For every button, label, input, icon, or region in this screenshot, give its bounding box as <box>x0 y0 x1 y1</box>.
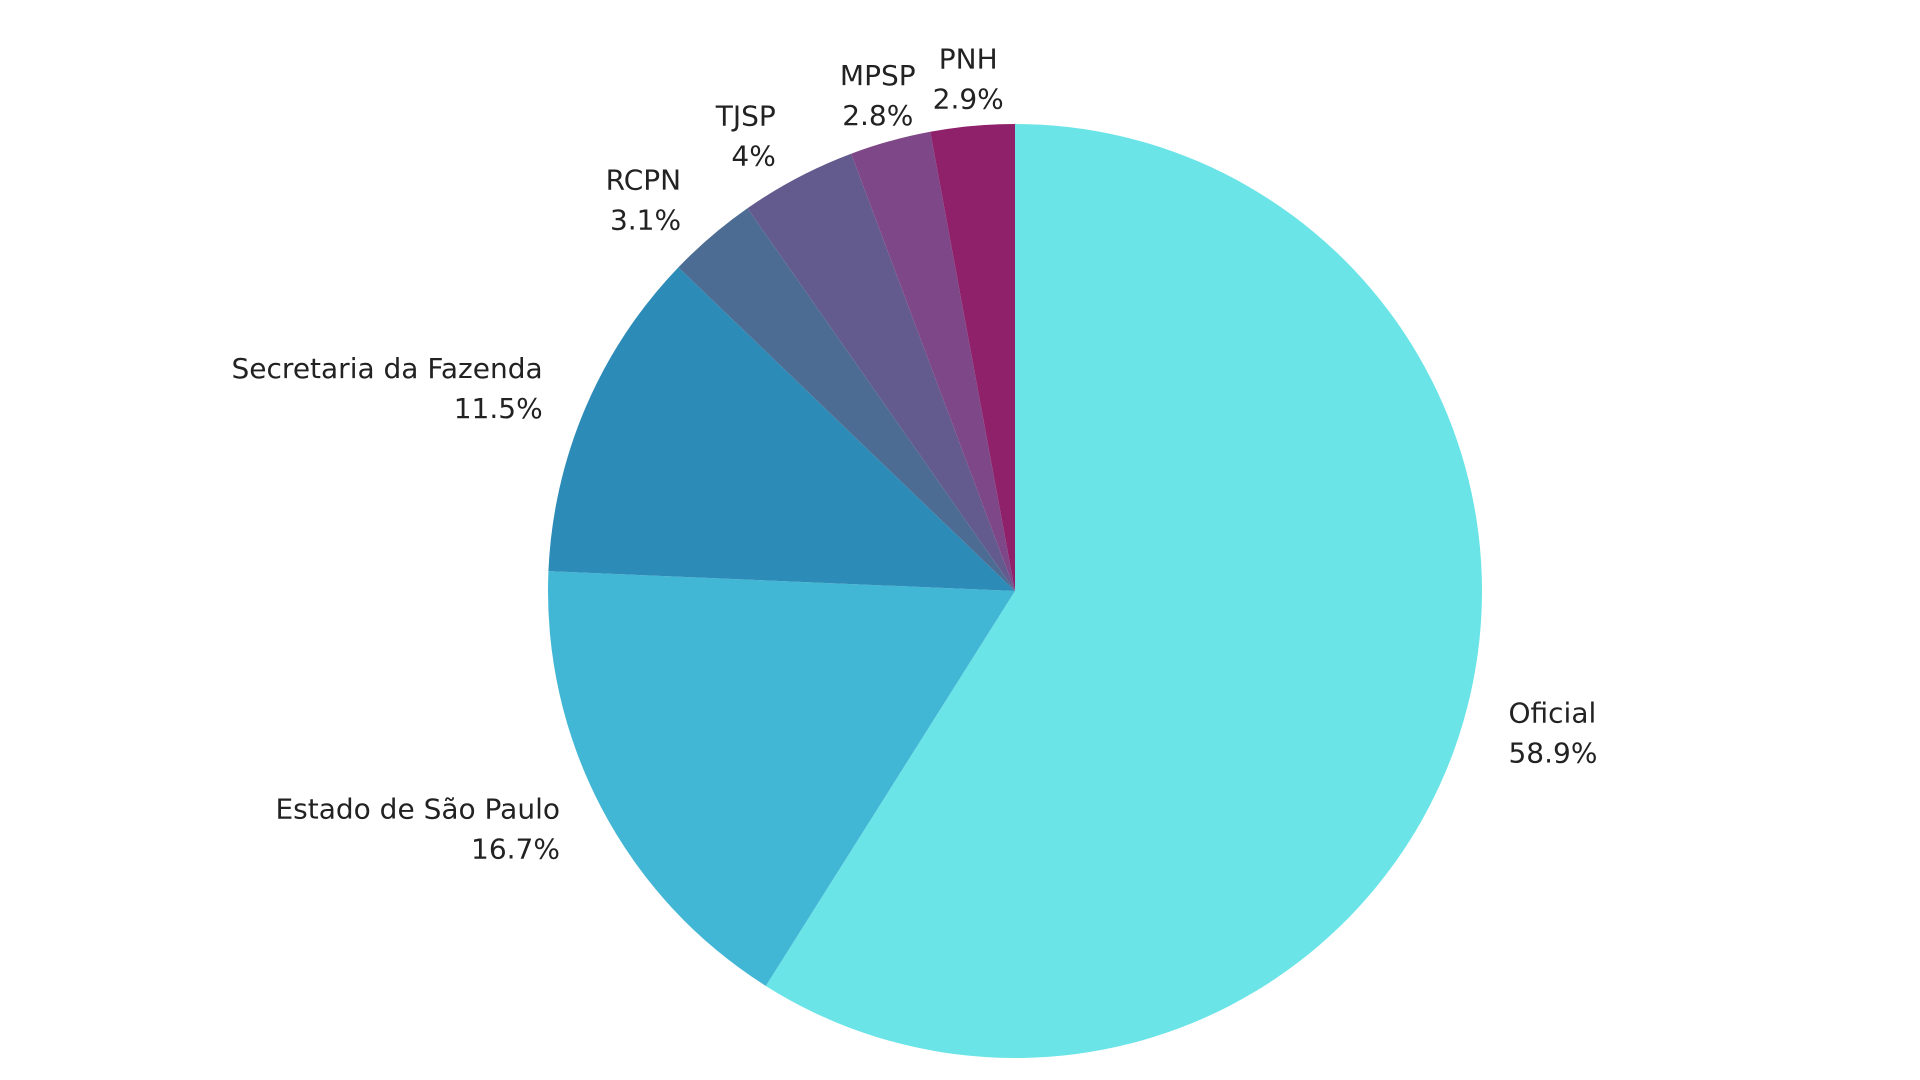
slice-label: TJSP <box>715 99 776 132</box>
slice-label: Estado de São Paulo <box>275 792 560 825</box>
pie-slice <box>765 124 1482 1058</box>
pie-slice <box>747 153 1015 591</box>
pie-slice <box>548 571 1015 986</box>
pie-slice <box>678 208 1015 591</box>
slice-label: Oficial <box>1508 697 1596 730</box>
slice-value-label: 2.9% <box>933 82 1004 115</box>
slice-label: MPSP <box>840 59 916 92</box>
slice-value-label: 58.9% <box>1508 737 1597 770</box>
slice-value-label: 3.1% <box>610 204 681 237</box>
slice-value-label: 2.8% <box>842 99 913 132</box>
pie-slice <box>548 267 1015 591</box>
pie-slice <box>851 131 1015 592</box>
slice-value-label: 16.7% <box>471 832 560 865</box>
slice-value-label: 4% <box>731 139 775 172</box>
slice-label: Secretaria da Fazenda <box>232 352 543 385</box>
slice-label: RCPN <box>606 164 681 197</box>
slice-value-label: 11.5% <box>454 392 543 425</box>
pie-slice <box>930 124 1015 591</box>
slice-label: PNH <box>939 42 998 75</box>
